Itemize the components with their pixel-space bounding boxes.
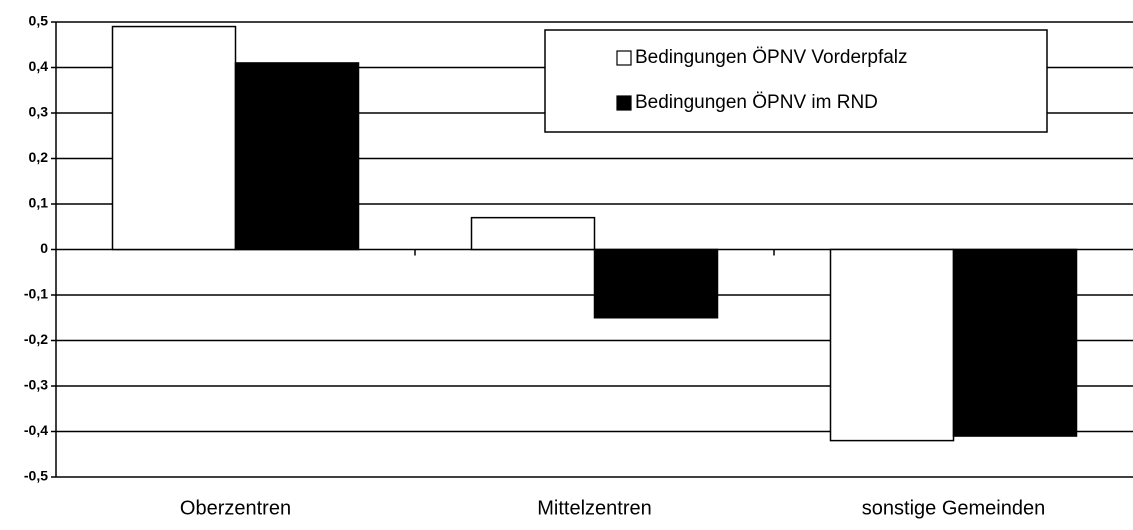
legend-swatch (616, 50, 632, 66)
y-tick-label: 0,4 (29, 58, 49, 74)
y-tick-label: 0,5 (29, 13, 49, 29)
y-tick-label: -0,3 (24, 377, 48, 393)
y-tick-label: -0,5 (24, 468, 48, 484)
legend-box (544, 29, 1048, 133)
y-tick-label: 0,2 (29, 149, 49, 165)
legend-label: Bedingungen ÖPNV im RND (635, 92, 878, 113)
y-tick-label: -0,2 (24, 331, 48, 347)
x-tick-label: sonstige Gemeinden (862, 497, 1045, 519)
bar (470, 216, 596, 251)
bar (593, 248, 719, 319)
x-tick-label: Mittelzentren (537, 497, 652, 519)
y-tick-label: 0,1 (29, 195, 49, 211)
y-tick-label: -0,1 (24, 286, 48, 302)
bar (829, 248, 955, 442)
y-tick-label: -0,4 (24, 422, 48, 438)
legend-label: Bedingungen ÖPNV Vorderpfalz (635, 47, 908, 68)
x-tick-label: Oberzentren (180, 497, 291, 519)
legend-swatch (616, 95, 632, 111)
bar (111, 25, 237, 251)
y-tick-label: 0,3 (29, 104, 49, 120)
bar (234, 62, 360, 251)
bar (952, 248, 1078, 437)
y-tick-label: 0 (40, 240, 48, 256)
